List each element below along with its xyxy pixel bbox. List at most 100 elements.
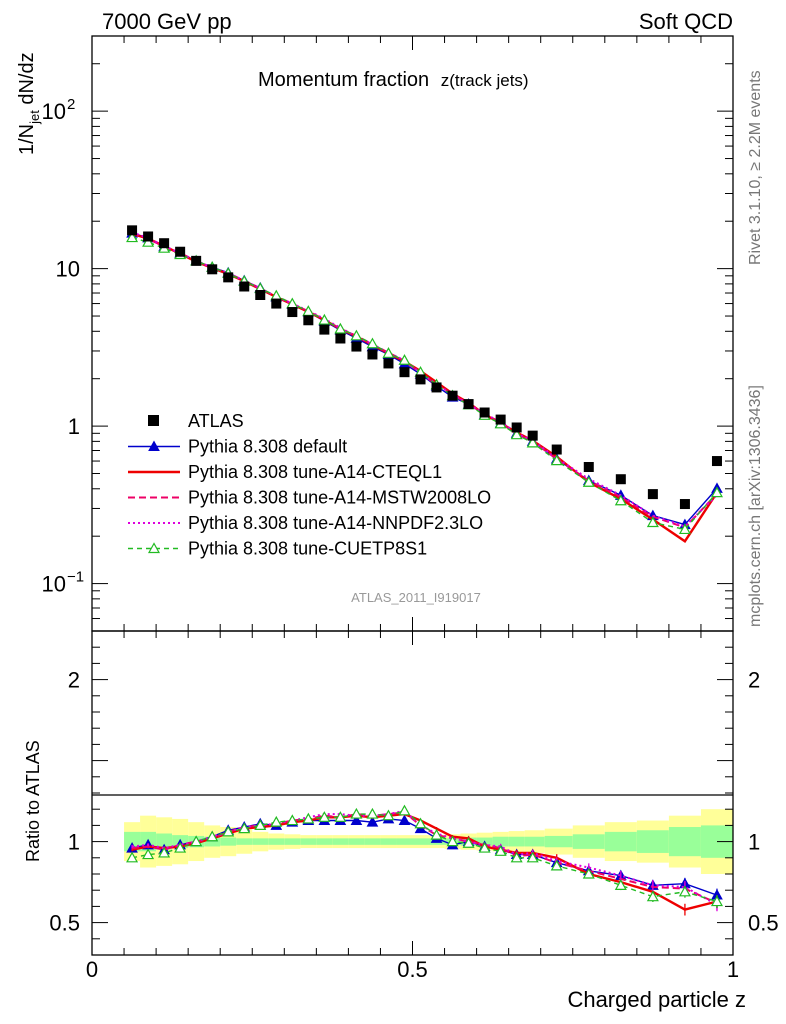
atlas-data-point bbox=[583, 461, 594, 472]
legend-label: Pythia 8.308 default bbox=[188, 437, 347, 457]
atlas-data-point bbox=[495, 414, 506, 425]
ratio-band-inner bbox=[412, 838, 429, 845]
series-5-ratio-point bbox=[430, 828, 443, 840]
ratio-band-inner bbox=[300, 838, 317, 845]
ratio-band-inner bbox=[524, 836, 545, 847]
legend: ATLAS Pythia 8.308 default Pythia 8.308 tu… bbox=[128, 411, 491, 559]
series-5-ratio-point bbox=[206, 830, 219, 842]
series-5-ratio-point bbox=[526, 851, 539, 863]
series-5-ratio-point bbox=[678, 885, 691, 897]
atlas-data-point bbox=[415, 374, 426, 385]
series-5-ratio-point bbox=[286, 814, 299, 826]
ratio-band-inner bbox=[364, 838, 381, 845]
series-5-main-point bbox=[510, 428, 523, 440]
ratio-y-tick-label-left: 2 bbox=[68, 668, 80, 693]
series-1-ratio-point bbox=[398, 814, 411, 826]
main-y-tick-exponent: −1 bbox=[67, 569, 84, 586]
atlas-data-point bbox=[383, 358, 394, 369]
atlas-data-point bbox=[647, 489, 658, 500]
ratio-y-axis-label: Ratio to ATLAS bbox=[23, 740, 43, 862]
main-y-tick-label: 1 bbox=[68, 414, 80, 439]
series-5-main-point bbox=[366, 337, 379, 349]
ratio-axis-ticks: 0 0.5 12 21 10.5 0.5 bbox=[49, 630, 779, 982]
ratio-band-inner bbox=[316, 838, 333, 845]
atlas-data-point bbox=[207, 264, 218, 275]
x-tick-label: 0.5 bbox=[397, 957, 428, 982]
series-5-ratio-point bbox=[478, 841, 491, 853]
series-5-ratio-point bbox=[254, 819, 267, 831]
ratio-band-inner bbox=[220, 837, 237, 846]
atlas-data-point bbox=[615, 474, 626, 485]
ratio-y-tick-label-right: 1 bbox=[748, 830, 760, 855]
series-5-main-point bbox=[550, 454, 563, 466]
series-5-ratio-point bbox=[646, 890, 659, 902]
atlas-data-point bbox=[287, 307, 298, 318]
atlas-data-point bbox=[431, 382, 442, 393]
legend-marker bbox=[147, 542, 161, 554]
ratio-band-inner bbox=[636, 830, 669, 853]
ratio-plot-data bbox=[126, 804, 723, 916]
series-5-ratio-point bbox=[462, 836, 475, 848]
series-5-ratio-point bbox=[302, 812, 315, 824]
ratio-uncertainty-bands bbox=[124, 809, 733, 874]
series-5-main-point bbox=[350, 329, 363, 341]
series-5-ratio-point bbox=[510, 851, 523, 863]
ratio-y-tick-label-right: 2 bbox=[748, 668, 760, 693]
atlas-data-point bbox=[191, 255, 202, 266]
series-5-ratio-point bbox=[142, 848, 155, 860]
atlas-data-point bbox=[335, 333, 346, 344]
atlas-data-point bbox=[367, 349, 378, 360]
series-5-ratio-point bbox=[222, 825, 235, 837]
legend-label: ATLAS bbox=[188, 411, 244, 431]
series-5-main-point bbox=[334, 322, 347, 334]
series-5-ratio-point bbox=[270, 815, 283, 827]
ratio-band-inner bbox=[396, 838, 413, 845]
ratio-band-inner bbox=[544, 835, 573, 848]
atlas-data-point bbox=[527, 430, 538, 441]
ratio-y-tick-label-left: 1 bbox=[68, 830, 80, 855]
header-right: Soft QCD bbox=[639, 9, 733, 34]
ratio-band-inner bbox=[572, 834, 605, 849]
main-y-tick-label: 10 bbox=[56, 257, 80, 282]
atlas-data-point bbox=[223, 272, 234, 283]
atlas-data-point bbox=[143, 231, 154, 242]
x-tick-label: 0 bbox=[86, 957, 98, 982]
ratio-band-inner bbox=[252, 838, 269, 845]
ratio-band-inner bbox=[204, 836, 221, 847]
rivet-version-label: Rivet 3.1.10, ≥ 2.2M events bbox=[747, 70, 764, 265]
x-tick-label: 1 bbox=[727, 957, 739, 982]
mcplots-label: mcplots.cern.ch [arXiv:1306.3436] bbox=[747, 385, 764, 627]
series-5-main-line bbox=[131, 236, 718, 531]
ratio-band-inner bbox=[668, 827, 701, 857]
series-1-ratio-point bbox=[350, 814, 363, 826]
main-y-tick-exponent: 2 bbox=[67, 96, 75, 113]
x-axis-label: Charged particle z bbox=[567, 987, 746, 1012]
series-5-main-point bbox=[398, 354, 411, 365]
atlas-data-point bbox=[303, 315, 314, 326]
ratio-band-inner bbox=[124, 831, 141, 852]
series-5-ratio-point bbox=[446, 835, 459, 847]
series-5-ratio-point bbox=[350, 807, 363, 819]
atlas-data-point bbox=[127, 225, 138, 236]
series-5-ratio-point bbox=[710, 895, 723, 907]
main-y-axis-label: 1/Njet dN/dz bbox=[16, 52, 42, 155]
header-left: 7000 GeV pp bbox=[102, 9, 232, 34]
ratio-band-inner bbox=[156, 833, 173, 850]
series-5-ratio-point bbox=[614, 879, 627, 890]
series-5-ratio-point bbox=[238, 822, 251, 834]
series-5-ratio-point bbox=[582, 867, 595, 879]
series-5-ratio-point bbox=[398, 804, 411, 816]
ratio-band-inner bbox=[348, 838, 365, 845]
ratio-band-inner bbox=[492, 836, 509, 847]
ratio-band-inner bbox=[284, 838, 301, 845]
atlas-data-point bbox=[711, 456, 722, 467]
legend-label: Pythia 8.308 tune-A14-MSTW2008LO bbox=[188, 488, 491, 508]
series-5-ratio-point bbox=[382, 809, 395, 821]
reference-key: ATLAS_2011_I919017 bbox=[351, 590, 481, 605]
series-5-main-point bbox=[582, 476, 595, 487]
atlas-data-point bbox=[255, 290, 266, 301]
ratio-band-inner bbox=[332, 838, 349, 845]
legend-marker bbox=[148, 440, 160, 451]
series-5-ratio-point bbox=[158, 846, 171, 858]
